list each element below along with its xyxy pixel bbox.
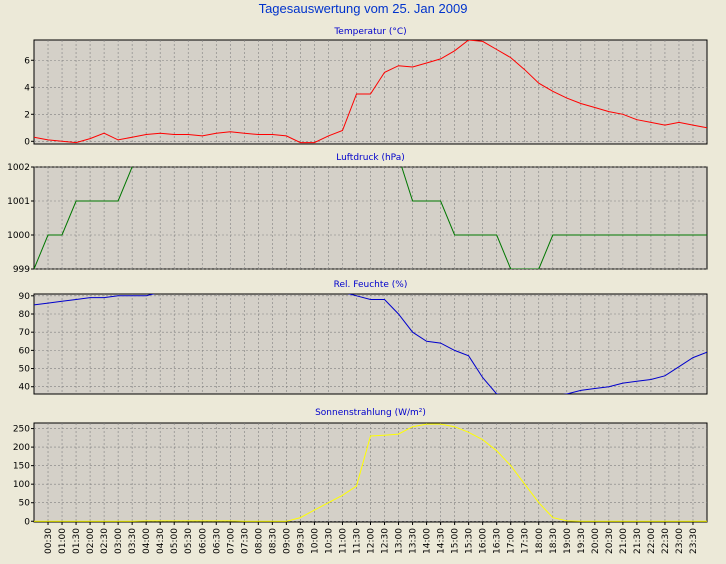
x-tick-label: 01:30 [72,528,82,554]
y-tick-label-2: 60 [19,346,31,356]
x-tick-label: 08:30 [268,528,278,554]
y-tick-label-0: 6 [24,56,30,66]
panel-title-0: Temperatur (°C) [333,27,406,37]
y-tick-label-3: 0 [24,517,30,527]
y-tick-label-3: 100 [13,480,30,490]
x-tick-label: 19:30 [577,528,587,554]
y-tick-label-2: 40 [19,383,31,393]
series-line-3 [34,423,707,522]
plot-area-1 [33,166,708,270]
y-tick-label-0: 4 [24,83,30,93]
x-tick-label: 12:00 [367,528,377,554]
x-tick-label: 13:30 [409,528,419,554]
x-tick-label: 00:30 [44,528,54,554]
y-tick-label-3: 50 [19,499,31,509]
x-tick-label: 09:00 [282,528,292,554]
x-tick-label: 11:30 [352,528,362,554]
x-tick-label: 20:00 [591,528,601,554]
series-line-1 [34,167,707,269]
x-tick-label: 03:30 [128,528,138,554]
panel-title-1: Luftdruck (hPa) [336,153,405,163]
x-tick-label: 13:00 [395,528,405,554]
y-tick-label-0: 2 [24,110,30,120]
y-tick-label-3: 200 [13,443,30,453]
panel-title-3: Sonnenstrahlung (W/m²) [315,408,426,418]
y-tick-label-3: 150 [13,462,30,472]
main-title: Tagesauswertung vom 25. Jan 2009 [258,1,468,16]
x-tick-label: 06:00 [198,528,208,554]
x-tick-label: 21:00 [619,528,629,554]
y-tick-label-2: 90 [19,292,31,302]
x-tick-label: 02:00 [86,528,96,554]
x-tick-label: 17:30 [521,528,531,554]
x-tick-label: 07:30 [240,528,250,554]
panel-title-2: Rel. Feuchte (%) [334,280,408,290]
y-tick-label-1: 1000 [7,231,30,241]
x-tick-label: 07:00 [226,528,236,554]
x-tick-label: 23:30 [689,528,699,554]
x-tick-label: 06:30 [212,528,222,554]
y-tick-label-2: 80 [19,310,31,320]
x-tick-label: 18:30 [549,528,559,554]
x-tick-label: 23:00 [675,528,685,554]
y-tick-label-1: 999 [13,265,30,275]
y-tick-label-1: 1001 [7,197,30,207]
y-tick-label-3: 250 [13,425,30,435]
x-tick-label: 11:00 [338,528,348,554]
x-tick-label: 05:30 [184,528,194,554]
x-tick-label: 03:00 [114,528,124,554]
x-tick-label: 02:30 [100,528,110,554]
x-tick-label: 10:00 [310,528,320,554]
x-tick-label: 04:30 [156,528,166,554]
x-tick-label: 17:00 [507,528,517,554]
x-tick-label: 14:00 [423,528,433,554]
x-tick-label: 16:00 [479,528,489,554]
x-tick-label: 20:30 [605,528,615,554]
x-tick-label: 19:00 [563,528,573,554]
y-tick-label-2: 70 [19,328,31,338]
x-tick-label: 18:00 [535,528,545,554]
x-tick-label: 04:00 [142,528,152,554]
series-line-2 [34,294,707,394]
x-tick-label: 14:30 [437,528,447,554]
x-tick-label: 05:00 [170,528,180,554]
y-tick-label-0: 0 [24,137,30,147]
x-tick-label: 09:30 [296,528,306,554]
y-tick-label-2: 50 [19,365,31,375]
x-tick-label: 16:30 [493,528,503,554]
x-tick-label: 15:30 [465,528,475,554]
series-line-0 [34,40,707,144]
y-tick-label-1: 1002 [7,163,30,173]
x-tick-label: 01:00 [58,528,68,554]
x-tick-label: 15:00 [451,528,461,554]
x-tick-label: 12:30 [381,528,391,554]
x-tick-label: 22:30 [661,528,671,554]
x-tick-label: 10:30 [324,528,334,554]
x-tick-label: 08:00 [254,528,264,554]
x-tick-label: 21:30 [633,528,643,554]
x-tick-label: 22:00 [647,528,657,554]
